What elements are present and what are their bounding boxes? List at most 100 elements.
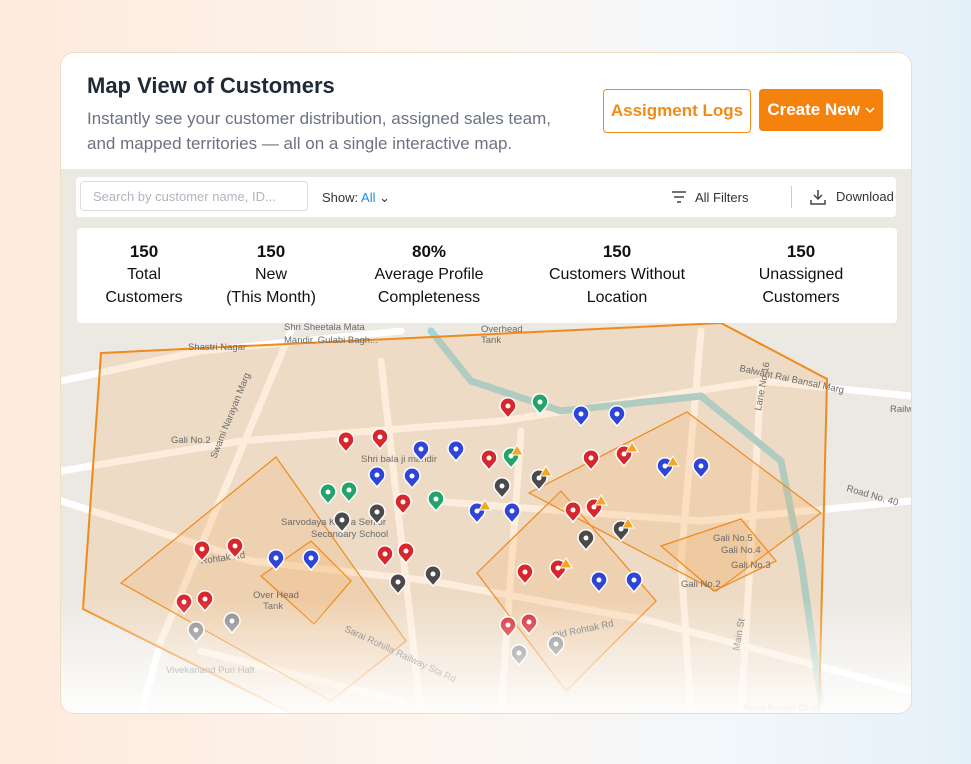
chevron <box>865 107 875 114</box>
toolbar: Search by customer name, ID... Show: All… <box>76 177 896 217</box>
pin-dot <box>273 555 279 561</box>
warning <box>594 494 608 506</box>
territory <box>659 518 777 592</box>
pin-dot <box>537 399 543 405</box>
stat-label: Customers <box>762 289 840 306</box>
pin-dot <box>499 483 505 489</box>
stat-value: 150 <box>129 242 159 261</box>
map-label: Gali No.5 <box>713 533 753 544</box>
title: Map View of Customers <box>87 73 335 98</box>
download[interactable]: Download <box>836 189 894 204</box>
stat-label: New <box>254 266 287 283</box>
search[interactable]: Search by customer name, ID... <box>80 181 308 211</box>
pin-dot <box>555 565 561 571</box>
map-label: Secondary School <box>311 529 388 540</box>
pin-dot <box>474 508 480 514</box>
map-label: Gali No.2 <box>681 579 721 590</box>
stat-label: Total <box>127 266 161 283</box>
warning <box>666 455 680 467</box>
pin-dot <box>433 496 439 502</box>
warning <box>559 557 573 569</box>
map-label: Gali No.2 <box>171 435 211 446</box>
pin-dot <box>403 548 409 554</box>
map-label: Overhead <box>481 324 523 335</box>
road <box>427 497 911 525</box>
pin-dot <box>621 451 627 457</box>
pin-dot <box>570 507 576 513</box>
map-label: Gali No.3 <box>731 560 771 571</box>
stat-label: Completeness <box>377 289 481 306</box>
warning <box>621 517 635 529</box>
filters[interactable]: All Filters <box>695 190 749 205</box>
stat-label: Customers Without <box>548 266 686 283</box>
warning <box>625 441 639 453</box>
pin-dot <box>505 403 511 409</box>
subtitle: and mapped territories — all on a single… <box>87 134 513 153</box>
pin-dot <box>486 455 492 461</box>
pin-dot <box>522 569 528 575</box>
logs-button[interactable]: Assigment Logs <box>603 89 751 133</box>
warning <box>478 499 492 511</box>
stat: 80% Average Profile Completeness <box>339 240 519 309</box>
map-label: Shri bala ji mandir <box>361 454 437 465</box>
pin-dot <box>382 551 388 557</box>
pin-dot <box>588 455 594 461</box>
pin-dot <box>339 517 345 523</box>
pin-dot <box>308 555 314 561</box>
canal <box>427 327 825 705</box>
pin-dot <box>343 437 349 443</box>
pin-dot <box>578 411 584 417</box>
pin-dot <box>374 509 380 515</box>
pin-dot <box>374 472 380 478</box>
pin-dot <box>400 499 406 505</box>
pin-dot <box>631 577 637 583</box>
road <box>61 377 911 475</box>
map-label: Over Head <box>253 590 299 601</box>
filter-icon <box>672 191 686 203</box>
pin-dot <box>325 489 331 495</box>
stat: 150 Customers Without Location <box>527 240 707 309</box>
pin-dot <box>614 411 620 417</box>
download-icon <box>810 190 826 205</box>
divider <box>791 186 792 208</box>
map-label: Tank <box>481 335 501 346</box>
map-label: Gali No.4 <box>721 545 761 556</box>
pin-dot <box>377 434 383 440</box>
pin-dot <box>395 579 401 585</box>
map-label: Mandir, Gulabi Bagh... <box>284 335 378 346</box>
stat-label: Average Profile <box>374 266 484 283</box>
warning <box>510 444 524 456</box>
stat-value: 150 <box>786 242 816 261</box>
stat-value: 150 <box>256 242 286 261</box>
stat-value: 150 <box>602 242 632 261</box>
pin-dot <box>509 508 515 514</box>
stat-value: 80% <box>411 242 447 261</box>
show-value: All <box>361 190 376 205</box>
stat: 150 Total Customers <box>61 240 234 309</box>
pin-dot <box>232 543 238 549</box>
stat: 150 Unassigned Customers <box>711 240 891 309</box>
show[interactable]: Show: All ⌄ <box>322 190 391 205</box>
pin-dot <box>409 473 415 479</box>
stat: 150 New (This Month) <box>181 240 361 309</box>
territory <box>527 411 823 592</box>
pin-dot <box>583 535 589 541</box>
pin-dot <box>596 577 602 583</box>
pin-dot <box>346 487 352 493</box>
pin-dot <box>591 504 597 510</box>
create-button[interactable]: Create New <box>759 89 883 131</box>
map-label: Shri Sheetala Mata <box>284 322 366 333</box>
stat-label: Location <box>586 289 648 306</box>
pin-dot <box>536 475 542 481</box>
stats: 150 Total Customers 150 New (This Month) 80% Av… <box>77 228 897 323</box>
card: Map View of Customers Instantly see your… <box>60 52 912 714</box>
create-label: Create New <box>767 100 860 119</box>
map-label: Railw <box>890 404 911 415</box>
map-label: Sarvodaya Kanya Senior <box>281 517 386 528</box>
pin-dot <box>453 446 459 452</box>
show-label: Show: <box>322 190 359 205</box>
pin-dot <box>418 446 424 452</box>
road <box>61 327 405 385</box>
stat-label: Customers <box>105 289 183 306</box>
